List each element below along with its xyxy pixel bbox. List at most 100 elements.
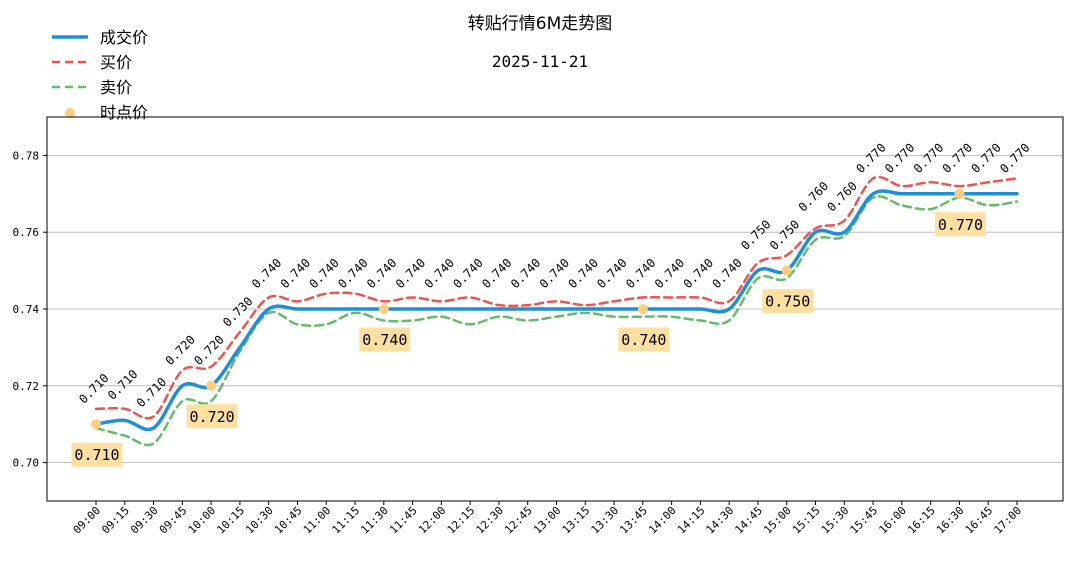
legend-label-buy: 买价	[100, 53, 132, 72]
x-tick-label: 16:45	[963, 504, 996, 537]
x-tick-label: 10:00	[186, 504, 219, 537]
series-line-buy	[94, 175, 1019, 420]
data-label: 0.770	[853, 140, 888, 175]
y-tick-label: 0.78	[13, 149, 40, 162]
x-tick-label: 15:30	[819, 504, 852, 537]
data-label: 0.760	[825, 179, 860, 214]
x-tick-label: 16:15	[905, 504, 938, 537]
x-tick-label: 14:30	[704, 504, 737, 537]
x-tick-label: 15:15	[790, 504, 823, 537]
legend: 成交价 买价 卖价 时点价	[52, 28, 148, 122]
data-labels: 0.7100.7100.7100.7200.7200.7300.7400.740…	[76, 140, 1032, 410]
data-label: 0.740	[278, 256, 313, 291]
data-label: 0.740	[566, 256, 601, 291]
x-tick-label: 09:45	[157, 504, 190, 537]
data-label: 0.720	[191, 332, 226, 367]
chart-subtitle: 2025-11-21	[492, 52, 588, 71]
x-tick-label: 13:45	[617, 504, 650, 537]
data-label: 0.740	[652, 256, 687, 291]
x-tick-label: 09:15	[99, 504, 132, 537]
x-tick-label: 12:45	[502, 504, 535, 537]
data-label: 0.770	[968, 140, 1003, 175]
spot-point	[378, 304, 389, 314]
data-label: 0.740	[393, 256, 428, 291]
series-lines	[94, 175, 1019, 447]
x-tick-label: 14:00	[646, 504, 679, 537]
y-tick-label: 0.72	[13, 380, 40, 393]
x-tick-label: 11:45	[387, 504, 420, 537]
spot-label-box	[762, 289, 814, 314]
data-label: 0.740	[306, 256, 341, 291]
spot-label-box	[71, 442, 123, 467]
data-label: 0.770	[940, 140, 975, 175]
data-label: 0.740	[335, 256, 370, 291]
x-tick-label: 15:45	[848, 504, 881, 537]
data-label: 0.740	[537, 256, 572, 291]
data-label: 0.740	[508, 256, 543, 291]
data-label: 0.740	[422, 256, 457, 291]
data-label: 0.740	[479, 256, 514, 291]
x-tick-label: 11:00	[301, 504, 334, 537]
x-tick-label: 12:00	[416, 504, 449, 537]
x-tick-label: 13:15	[560, 504, 593, 537]
spot-label: 0.750	[765, 293, 810, 311]
spot-point	[637, 304, 648, 314]
x-tick-label: 16:00	[876, 504, 909, 537]
legend-label-trade: 成交价	[100, 28, 148, 47]
x-tick-label: 11:30	[358, 504, 391, 537]
x-axis: 09:0009:1509:3009:4510:0010:1510:3010:45…	[71, 501, 1025, 537]
x-tick-label: 10:45	[272, 504, 305, 537]
spot-label: 0.770	[938, 216, 983, 234]
spot-point	[781, 265, 792, 276]
data-label: 0.740	[623, 256, 658, 291]
data-label: 0.750	[738, 217, 773, 252]
spot-label: 0.710	[74, 446, 119, 464]
x-tick-label: 09:30	[128, 504, 161, 537]
spot-point	[206, 380, 217, 391]
x-tick-label: 13:00	[531, 504, 564, 537]
grid	[47, 154, 1063, 464]
spot-label: 0.740	[362, 331, 407, 349]
x-tick-label: 11:15	[330, 504, 363, 537]
legend-label-sell: 卖价	[100, 78, 132, 97]
x-tick-label: 15:00	[761, 504, 794, 537]
x-tick-label: 09:00	[71, 504, 104, 537]
data-label: 0.770	[911, 140, 946, 175]
data-label: 0.710	[105, 367, 140, 402]
plot-frame	[46, 116, 1064, 502]
spot-label: 0.720	[190, 408, 235, 426]
data-label: 0.770	[997, 140, 1032, 175]
x-tick-label: 16:30	[934, 504, 967, 537]
data-label: 0.740	[249, 256, 284, 291]
x-tick-label: 10:30	[243, 504, 276, 537]
spot-label: 0.740	[621, 331, 666, 349]
data-label: 0.720	[163, 332, 198, 367]
data-label: 0.770	[882, 140, 917, 175]
spot-point	[91, 419, 101, 430]
legend-label-spot: 时点价	[100, 103, 148, 122]
spot-label-box	[359, 327, 411, 352]
x-tick-label: 14:15	[675, 504, 708, 537]
x-tick-label: 17:00	[992, 504, 1025, 537]
x-tick-label: 10:15	[214, 504, 247, 537]
spot-point	[954, 188, 965, 199]
series-line-trade	[94, 189, 1019, 432]
chart-title: 转贴行情6M走势图	[468, 14, 612, 34]
x-tick-label: 13:30	[589, 504, 622, 537]
data-label: 0.740	[681, 256, 716, 291]
data-label: 0.730	[220, 294, 255, 329]
data-label: 0.710	[134, 375, 169, 410]
x-tick-label: 12:30	[473, 504, 506, 537]
x-tick-label: 14:45	[732, 504, 765, 537]
y-tick-label: 0.76	[13, 226, 40, 239]
spot-label-box	[186, 404, 238, 429]
y-axis: 0.70 0.72 0.74 0.76 0.78	[13, 149, 47, 470]
legend-swatch-spot	[65, 108, 75, 118]
data-label: 0.710	[76, 371, 111, 406]
data-label: 0.740	[450, 256, 485, 291]
y-tick-label: 0.70	[13, 457, 40, 470]
spot-label-box	[934, 212, 986, 237]
spot-label-box	[618, 327, 670, 352]
